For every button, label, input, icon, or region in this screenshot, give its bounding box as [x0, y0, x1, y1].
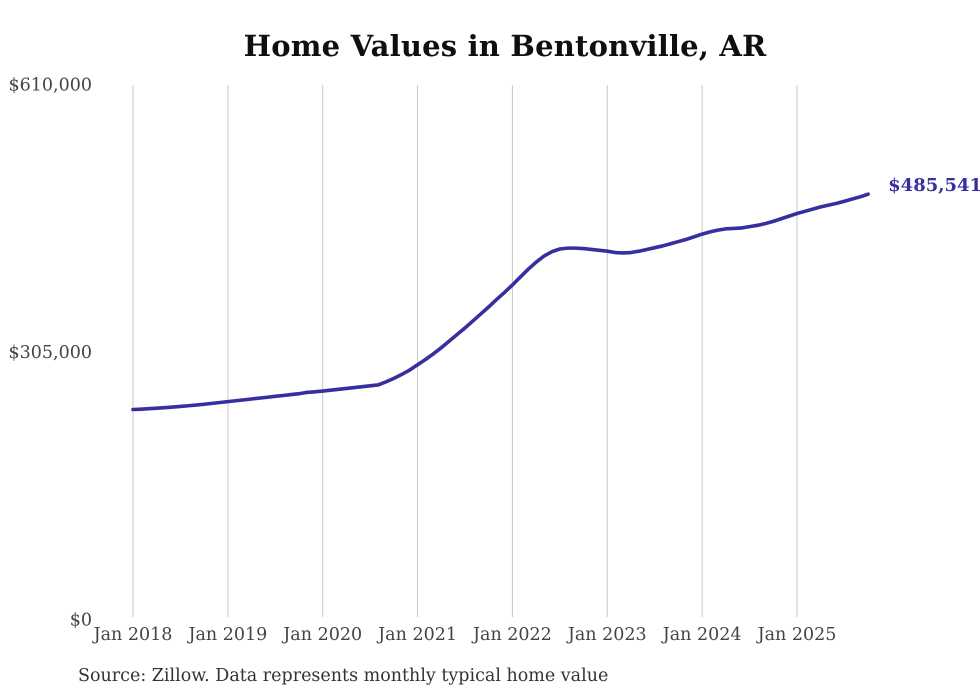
home-value-line	[131, 192, 870, 412]
x-tick-label: Jan 2019	[186, 625, 267, 645]
current-value-label: $485,541	[888, 175, 980, 196]
y-tick-label: $305,000	[8, 343, 92, 363]
x-tick-label: Jan 2024	[661, 625, 742, 645]
x-tick-label: Jan 2025	[756, 625, 837, 645]
x-tick-label: Jan 2020	[281, 625, 362, 645]
source-note: Source: Zillow. Data represents monthly …	[78, 666, 609, 686]
y-tick-label: $0	[70, 611, 92, 631]
x-tick-label: Jan 2022	[471, 625, 552, 645]
x-tick-label: Jan 2023	[566, 625, 647, 645]
y-tick-label: $610,000	[8, 76, 92, 96]
x-tick-label: Jan 2018	[92, 625, 173, 645]
chart-title: Home Values in Bentonville, AR	[243, 29, 767, 63]
x-tick-label: Jan 2021	[376, 625, 457, 645]
